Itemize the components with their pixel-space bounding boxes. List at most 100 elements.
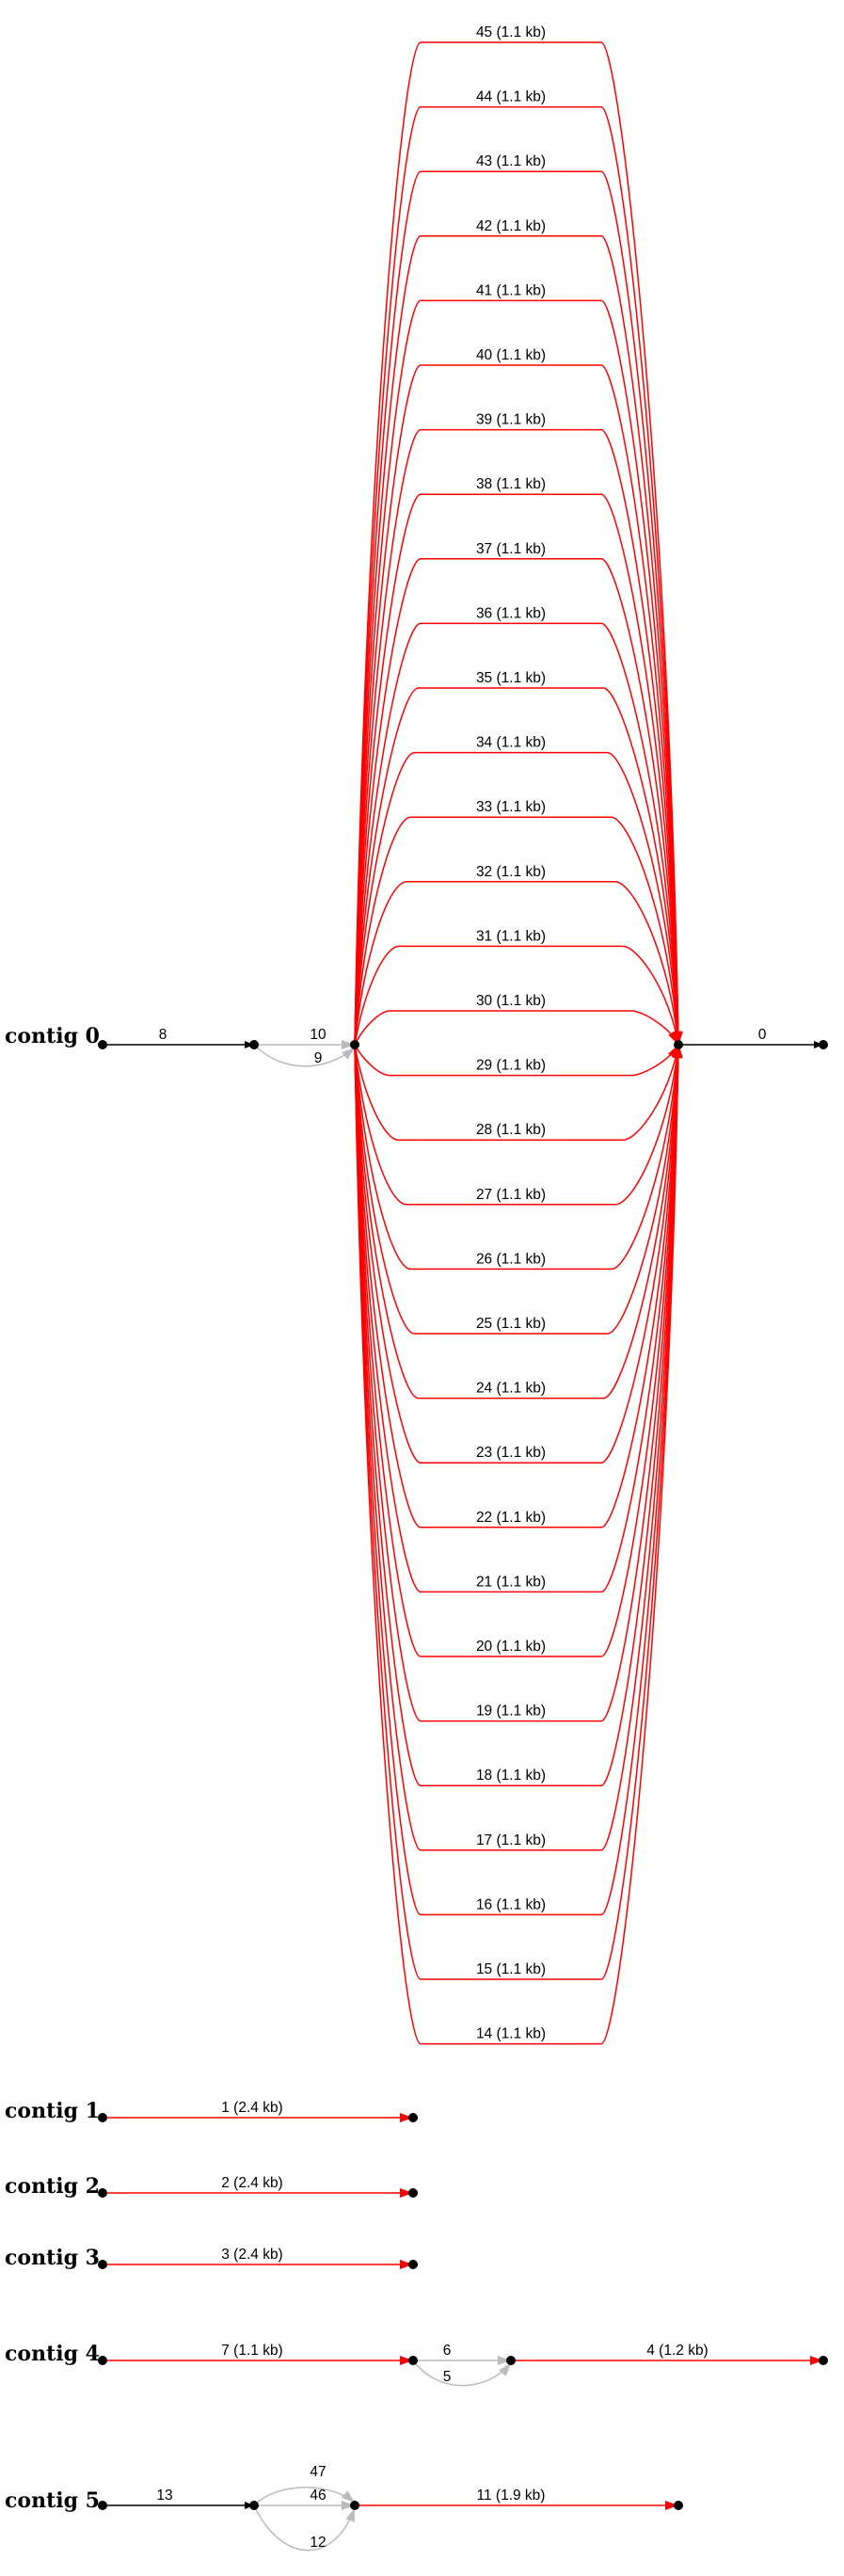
contig-3-node-b[interactable]: [408, 2260, 418, 2269]
contig-0-repeat-edge-label: 37 (1.1 kb): [476, 541, 546, 557]
contig-4-node-c[interactable]: [506, 2356, 516, 2365]
contig-0-repeat-edge[interactable]: [354, 1044, 683, 2045]
contig-4-node-d[interactable]: [819, 2356, 828, 2365]
contig-0-repeat-edge[interactable]: [354, 105, 683, 1046]
contig-0-repeat-edge[interactable]: [354, 881, 682, 1046]
contig-0-repeat-edge[interactable]: [354, 1044, 682, 1271]
contig-0-repeat-edge-label: 22 (1.1 kb): [476, 1510, 546, 1526]
contig-0-label: contig 0: [5, 1024, 100, 1048]
contig-0-repeat-edge[interactable]: [354, 428, 683, 1046]
contig-5-edge-13-label: 13: [156, 2488, 172, 2504]
contig-5-edge-11-label: 11 (1.9 kb): [477, 2488, 546, 2504]
contig-0-repeat-edge-label: 35 (1.1 kb): [476, 670, 546, 686]
contig-0-repeat-edge[interactable]: [354, 1044, 681, 1141]
contig-0-repeat-edge-label: 28 (1.1 kb): [476, 1122, 546, 1138]
contig-0-repeat-edge-label: 24 (1.1 kb): [476, 1381, 546, 1397]
contig-0-repeat-edge[interactable]: [354, 493, 683, 1046]
contig-0-repeat-edge[interactable]: [354, 1044, 683, 1335]
contig-1-node-b[interactable]: [408, 2113, 418, 2122]
contig-0-repeat-edge-label: 18 (1.1 kb): [476, 1768, 546, 1784]
contig-0-repeat-edge-label: 23 (1.1 kb): [476, 1445, 546, 1461]
contig-0-repeat-edge-label: 26 (1.1 kb): [476, 1251, 546, 1267]
contig-0-repeat-edge[interactable]: [354, 1044, 683, 1851]
contig-5-edge-47-label: 47: [310, 2464, 326, 2480]
contig-0-repeat-edge-label: 38 (1.1 kb): [476, 476, 546, 492]
contig-0-repeat-edge-label: 36 (1.1 kb): [476, 605, 546, 621]
contig-0-repeat-edge[interactable]: [354, 1044, 683, 1722]
contig-0-repeat-edge[interactable]: [354, 1044, 683, 1916]
contig-5-edge-47[interactable]: [253, 2487, 356, 2506]
contig-0-repeat-edge-label: 20 (1.1 kb): [476, 1639, 546, 1655]
contig-0-repeat-edge[interactable]: [354, 945, 681, 1046]
contig-0-repeat-edge[interactable]: [354, 751, 683, 1046]
contig-4-node-b[interactable]: [408, 2356, 418, 2365]
contig-5-edge-12[interactable]: [253, 2504, 356, 2552]
contig-5-node-c[interactable]: [350, 2501, 359, 2510]
contig-0-repeat-edge-label: 21 (1.1 kb): [476, 1574, 546, 1590]
contig-0-repeat-edge-label: 17 (1.1 kb): [476, 1832, 546, 1848]
contig-0-edge-0-label: 0: [758, 1027, 767, 1043]
contig-5-node-a[interactable]: [98, 2501, 107, 2510]
contig-0-repeat-edge[interactable]: [354, 235, 683, 1046]
contig-4-edge-6-label: 6: [443, 2343, 452, 2359]
contig-4: contig 4 7 (1.1 kb) 6 5 4 (1.2 kb): [5, 2342, 828, 2387]
contig-4-label: contig 4: [5, 2342, 100, 2366]
contig-0-repeat-edge-label: 19 (1.1 kb): [476, 1704, 546, 1720]
contig-0-repeat-edge[interactable]: [354, 558, 683, 1046]
contig-5: contig 5 13 47 46 12 11 (1.9 kb): [5, 2464, 683, 2552]
contig-0-repeat-edge[interactable]: [354, 1044, 683, 1593]
contig-0-repeat-edge[interactable]: [354, 687, 683, 1046]
contig-0-repeat-edge-label: 14 (1.1 kb): [476, 2026, 546, 2042]
contig-0-node-e[interactable]: [819, 1040, 828, 1049]
contig-2-node-b[interactable]: [408, 2188, 418, 2198]
contig-2-node-a[interactable]: [98, 2188, 107, 2198]
contig-0-repeat-edge[interactable]: [354, 170, 683, 1046]
contig-5-edge-12-label: 12: [310, 2535, 326, 2551]
contig-0-repeat-edge[interactable]: [354, 1044, 683, 1657]
contig-0-repeat-edge-label: 43 (1.1 kb): [476, 153, 546, 169]
contig-0-node-c[interactable]: [350, 1040, 359, 1049]
contig-0-repeat-edge[interactable]: [354, 1010, 679, 1046]
contig-5-node-b[interactable]: [249, 2501, 259, 2510]
contig-0-repeat-edge[interactable]: [354, 816, 682, 1046]
contig-0-repeat-edge-label: 34 (1.1 kb): [476, 735, 546, 751]
contig-2-edge-2-label: 2 (2.4 kb): [221, 2175, 282, 2191]
contig-0-repeat-edge[interactable]: [354, 1044, 683, 1980]
contig-0-repeat-edge[interactable]: [354, 299, 683, 1046]
contig-0-repeat-edge-label: 32 (1.1 kb): [476, 864, 546, 880]
contig-3-label: contig 3: [5, 2246, 100, 2270]
contig-4-edge-5-label: 5: [443, 2369, 452, 2385]
contig-0-repeat-edge[interactable]: [354, 364, 683, 1046]
contig-0-repeat-edge[interactable]: [354, 1044, 683, 1528]
contig-0-parallel-edges: 45 (1.1 kb) 44 (1.1 kb) 43 (1.1 kb) 42 (1.1…: [354, 24, 683, 2045]
contig-1-edge-1-label: 1 (2.4 kb): [221, 2100, 282, 2116]
contig-0-repeat-edge[interactable]: [354, 41, 683, 1046]
contig-3-edge-3-label: 3 (2.4 kb): [221, 2247, 282, 2263]
contig-0-repeat-edge[interactable]: [354, 1044, 683, 1464]
contig-0-repeat-edge[interactable]: [354, 1044, 683, 1786]
contig-0-edge-9[interactable]: [253, 1044, 356, 1067]
contig-0-repeat-edge[interactable]: [354, 1044, 683, 1400]
contig-0-repeat-edge-label: 15 (1.1 kb): [476, 1961, 546, 1977]
contig-0-repeat-edge-label: 42 (1.1 kb): [476, 218, 546, 234]
contig-4-node-a[interactable]: [98, 2356, 107, 2365]
contig-0-repeat-edge[interactable]: [354, 622, 683, 1046]
contig-0-repeat-edge-label: 39 (1.1 kb): [476, 412, 546, 428]
contig-0-node-a[interactable]: [98, 1040, 107, 1049]
contig-4-edge-5[interactable]: [412, 2360, 512, 2387]
contig-0-node-b[interactable]: [249, 1040, 259, 1049]
contig-0-repeat-edge-label: 25 (1.1 kb): [476, 1316, 546, 1332]
contig-5-node-d[interactable]: [674, 2501, 683, 2510]
contig-0-repeat-edge-label: 29 (1.1 kb): [476, 1058, 546, 1074]
contig-0-node-d[interactable]: [674, 1040, 683, 1049]
contig-0-repeat-edge[interactable]: [354, 1044, 682, 1206]
contig-0-repeat-edge-label: 31 (1.1 kb): [476, 928, 546, 944]
contig-0-repeat-edge-label: 44 (1.1 kb): [476, 89, 546, 105]
contig-1-node-a[interactable]: [98, 2113, 107, 2122]
contig-0-repeat-edge-label: 45 (1.1 kb): [476, 24, 546, 40]
contig-0-edge-9-label: 9: [314, 1050, 323, 1066]
contig-3-node-a[interactable]: [98, 2260, 107, 2269]
contig-0-repeat-edge[interactable]: [354, 1044, 679, 1077]
contig-0-repeat-edge-label: 30 (1.1 kb): [476, 993, 546, 1009]
